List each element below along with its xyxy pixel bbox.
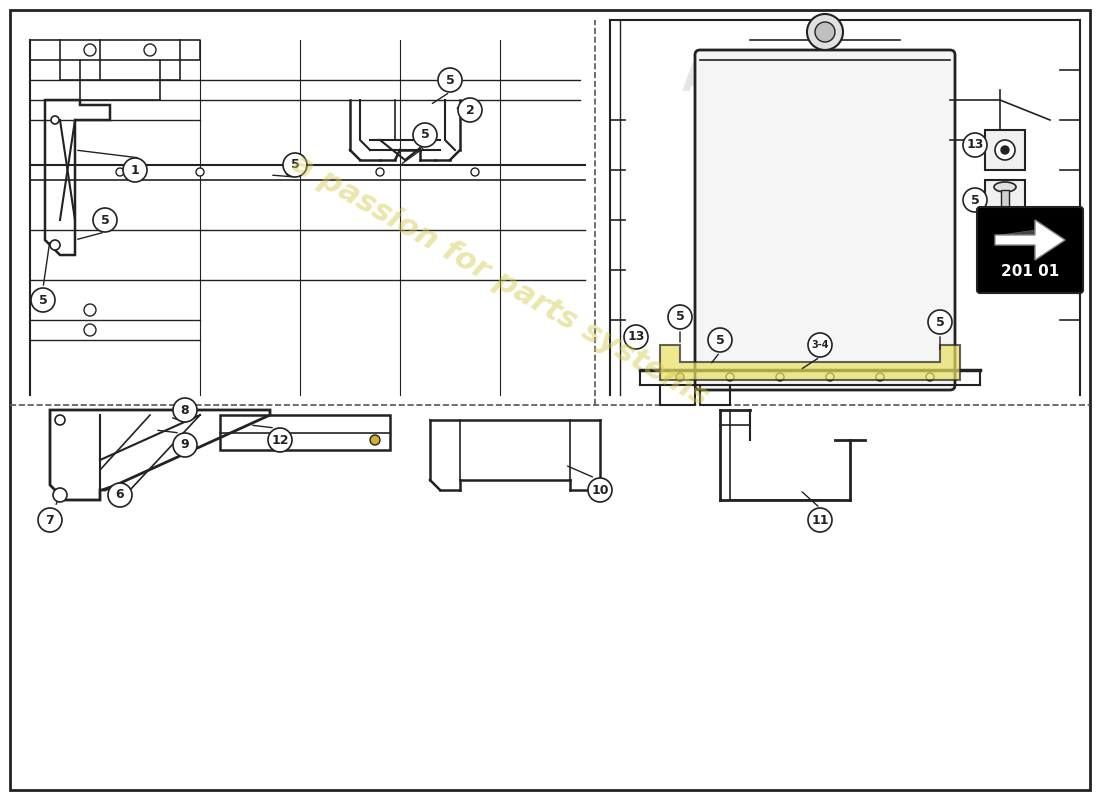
Text: 13: 13 [627, 330, 645, 343]
Circle shape [826, 373, 834, 381]
Circle shape [438, 68, 462, 92]
Text: 10: 10 [592, 483, 608, 497]
Circle shape [108, 483, 132, 507]
Circle shape [286, 168, 294, 176]
Text: 11: 11 [812, 514, 828, 526]
Text: 8: 8 [180, 403, 189, 417]
Circle shape [123, 158, 147, 182]
Circle shape [962, 133, 987, 157]
Text: 5: 5 [290, 158, 299, 171]
Text: 6: 6 [116, 489, 124, 502]
Circle shape [996, 140, 1015, 160]
Circle shape [116, 168, 124, 176]
Ellipse shape [994, 182, 1016, 192]
Circle shape [807, 14, 843, 50]
Circle shape [173, 433, 197, 457]
Text: 1: 1 [131, 163, 140, 177]
Polygon shape [660, 345, 960, 380]
Text: 2: 2 [465, 103, 474, 117]
Text: 12: 12 [272, 434, 288, 446]
Text: 13: 13 [966, 138, 983, 151]
Circle shape [815, 22, 835, 42]
Text: 5: 5 [970, 194, 979, 206]
Circle shape [51, 116, 59, 124]
Bar [984, 130, 1025, 170]
FancyBboxPatch shape [977, 207, 1084, 293]
Circle shape [962, 188, 987, 212]
Text: 5: 5 [446, 74, 454, 86]
Bar [984, 180, 1025, 235]
Circle shape [84, 304, 96, 316]
Polygon shape [1000, 220, 1065, 260]
Text: 7: 7 [45, 514, 54, 526]
Text: 5: 5 [420, 129, 429, 142]
Circle shape [668, 305, 692, 329]
Text: parts: parts [807, 98, 872, 122]
Circle shape [1001, 146, 1009, 154]
FancyBboxPatch shape [695, 50, 955, 390]
Circle shape [144, 44, 156, 56]
Circle shape [283, 153, 307, 177]
Circle shape [39, 508, 62, 532]
Circle shape [31, 288, 55, 312]
Circle shape [808, 508, 832, 532]
Circle shape [53, 488, 67, 502]
Circle shape [50, 240, 60, 250]
Text: 5: 5 [39, 294, 47, 306]
Polygon shape [996, 220, 1065, 260]
Circle shape [926, 373, 934, 381]
Circle shape [376, 168, 384, 176]
Circle shape [458, 98, 482, 122]
Text: 3-4: 3-4 [812, 340, 828, 350]
Text: 5: 5 [716, 334, 725, 346]
Circle shape [776, 373, 784, 381]
Bar [1001, 190, 1009, 230]
Circle shape [471, 168, 478, 176]
Circle shape [624, 325, 648, 349]
Text: 5: 5 [936, 315, 945, 329]
Text: a passion for parts systems: a passion for parts systems [287, 149, 713, 411]
Circle shape [588, 478, 612, 502]
Circle shape [808, 333, 832, 357]
Text: 5: 5 [100, 214, 109, 226]
Circle shape [173, 398, 197, 422]
Circle shape [876, 373, 884, 381]
Circle shape [84, 44, 96, 56]
Circle shape [196, 168, 204, 176]
Circle shape [928, 310, 952, 334]
Text: 201 01: 201 01 [1001, 265, 1059, 279]
Circle shape [708, 328, 732, 352]
Circle shape [84, 324, 96, 336]
Circle shape [412, 123, 437, 147]
Text: AIRCO: AIRCO [682, 61, 818, 99]
Circle shape [55, 415, 65, 425]
Circle shape [268, 428, 292, 452]
Text: 5: 5 [675, 310, 684, 323]
Text: 9: 9 [180, 438, 189, 451]
Circle shape [726, 373, 734, 381]
Circle shape [94, 208, 117, 232]
Circle shape [676, 373, 684, 381]
Circle shape [370, 435, 379, 445]
